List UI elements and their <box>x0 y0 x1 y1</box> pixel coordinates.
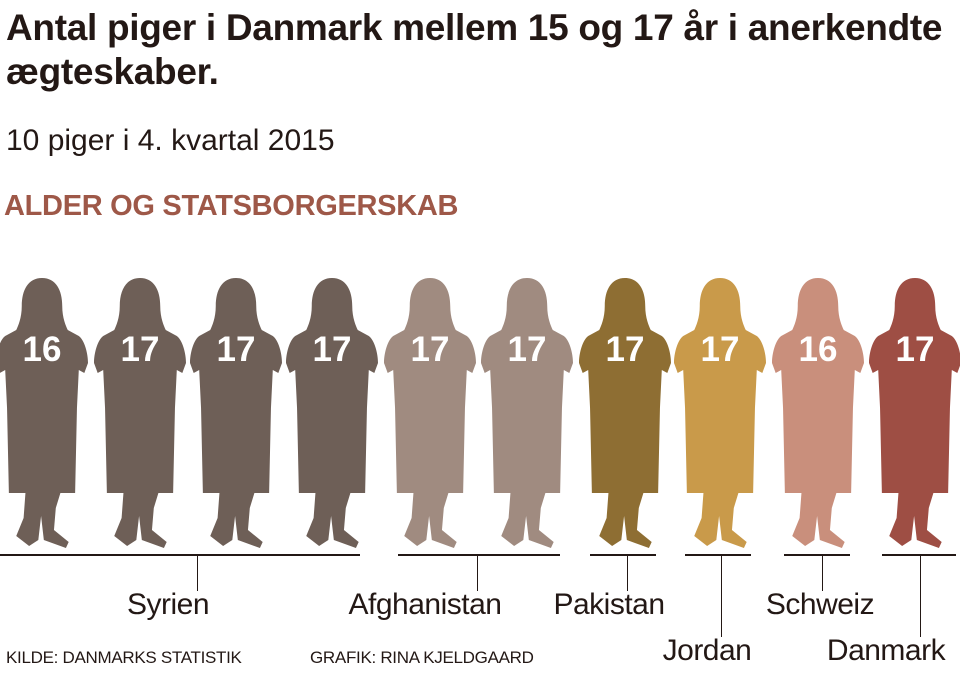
girl-figure: 16 <box>0 278 88 548</box>
girl-figure: 17 <box>869 278 960 548</box>
girl-silhouette-icon <box>286 278 378 548</box>
girl-silhouette-icon <box>481 278 573 548</box>
section-heading: ALDER OG STATSBORGERSKAB <box>4 190 459 222</box>
age-label: 17 <box>410 330 450 369</box>
girl-silhouette-icon <box>190 278 282 548</box>
girl-figure: 17 <box>190 278 282 548</box>
group-bracket-pakistan <box>590 554 656 556</box>
girl-silhouette-icon <box>674 278 766 548</box>
country-label: Schweiz <box>765 588 875 621</box>
country-label: Danmark <box>826 634 946 667</box>
country-label: Afghanistan <box>348 588 502 621</box>
age-label: 17 <box>216 330 256 369</box>
age-label: 17 <box>312 330 352 369</box>
country-label: Jordan <box>662 634 752 667</box>
age-label: 17 <box>700 330 740 369</box>
leader-afghanistan <box>477 555 478 591</box>
girl-figure: 17 <box>579 278 671 548</box>
girl-figure: 17 <box>384 278 476 548</box>
chart-subtitle: 10 piger i 4. kvartal 2015 <box>6 124 335 157</box>
leader-jordan <box>721 555 722 637</box>
girl-silhouette-icon <box>772 278 864 548</box>
age-label: 17 <box>507 330 547 369</box>
leader-pakistan <box>627 555 628 591</box>
age-label: 17 <box>605 330 645 369</box>
age-label: 16 <box>798 330 838 369</box>
country-label: Syrien <box>126 588 210 621</box>
girl-silhouette-icon <box>0 278 88 548</box>
girl-silhouette-icon <box>579 278 671 548</box>
girl-silhouette-icon <box>384 278 476 548</box>
girl-silhouette-icon <box>869 278 960 548</box>
age-label: 16 <box>22 330 62 369</box>
age-label: 17 <box>120 330 160 369</box>
credit-note: GRAFIK: RINA KJELDGAARD <box>310 648 534 667</box>
girl-figure: 17 <box>286 278 378 548</box>
girl-figure: 17 <box>674 278 766 548</box>
girl-figure: 16 <box>772 278 864 548</box>
leader-schweiz <box>822 555 823 591</box>
group-bracket-jordan <box>685 554 751 556</box>
leader-danmark <box>920 555 921 637</box>
age-label: 17 <box>895 330 935 369</box>
source-note: KILDE: DANMARKS STATISTIK <box>6 648 242 667</box>
girl-figure: 17 <box>481 278 573 548</box>
group-bracket-danmark <box>882 554 956 556</box>
girl-silhouette-icon <box>94 278 186 548</box>
chart-title: Antal piger i Danmark mellem 15 og 17 år… <box>6 7 943 92</box>
girl-figure: 17 <box>94 278 186 548</box>
group-bracket-afghanistan <box>398 554 560 556</box>
leader-syrien <box>197 555 198 591</box>
country-label: Pakistan <box>553 588 665 621</box>
group-bracket-syrien <box>0 554 360 556</box>
group-bracket-schweiz <box>784 554 850 556</box>
